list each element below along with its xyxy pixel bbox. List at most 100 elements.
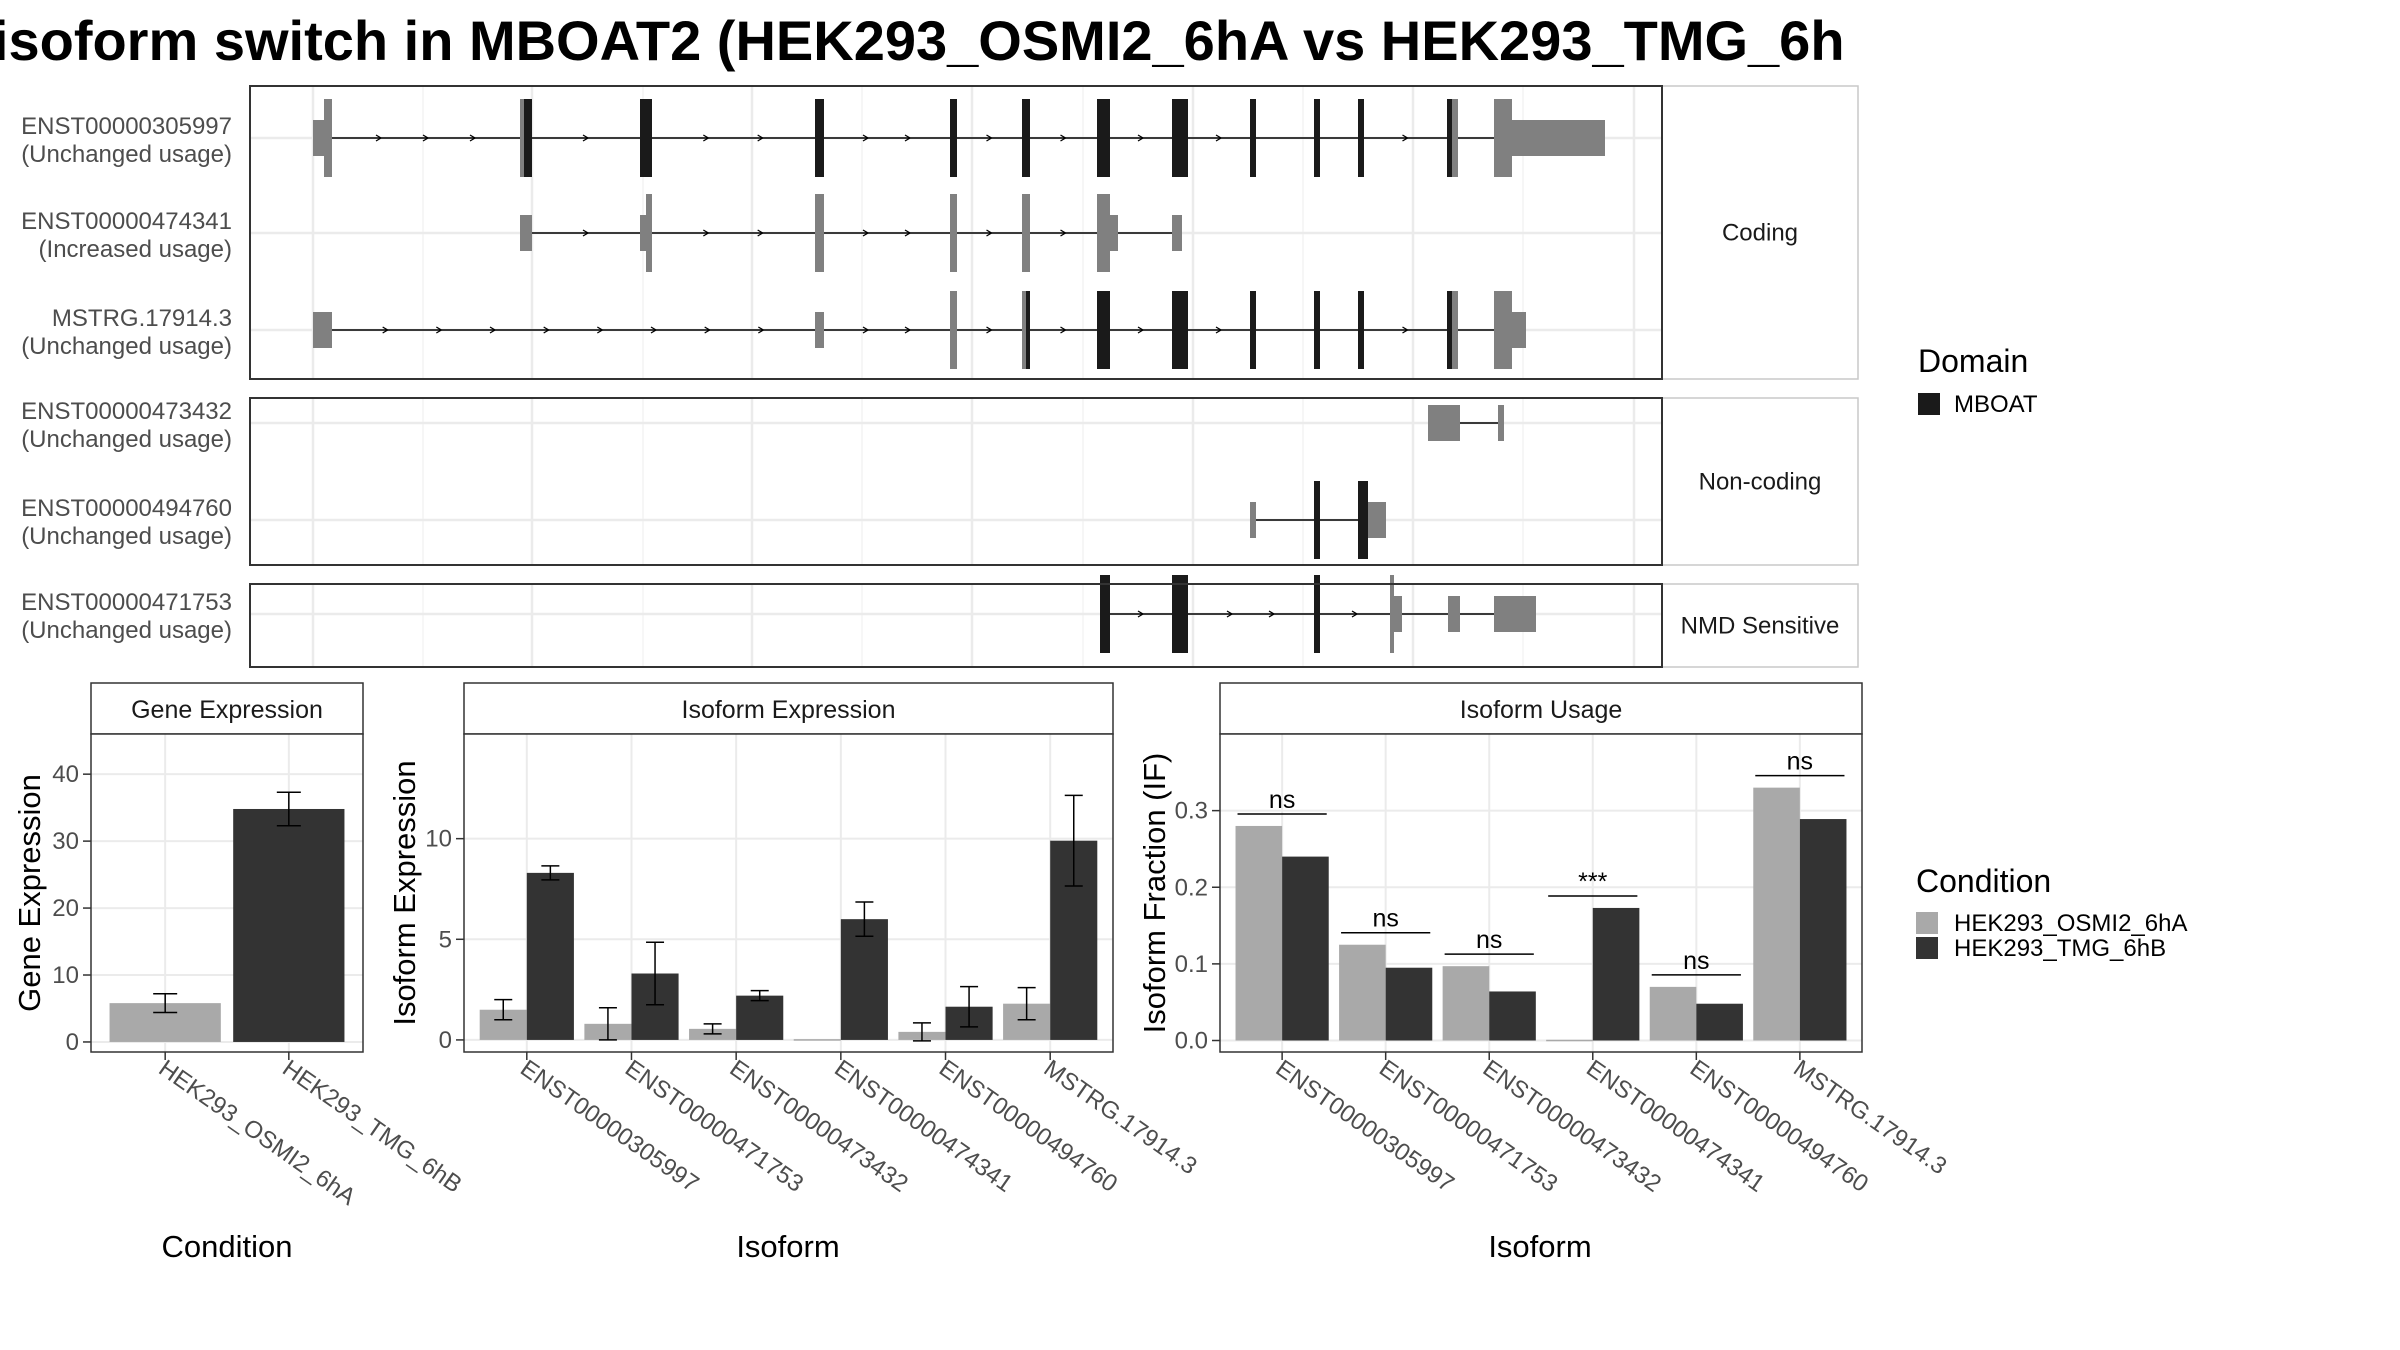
x-tick-label: ENST00000474341 [1581, 1055, 1769, 1198]
x-tick-label: ENST00000305997 [515, 1055, 703, 1198]
y-tick-label: 0 [439, 1027, 452, 1054]
domain-legend-label: MBOAT [1954, 391, 2038, 418]
error-bar [912, 1022, 931, 1042]
facet-strip [1661, 583, 1859, 668]
direction-arrow [757, 326, 765, 334]
x-axis-label: Isoform [1488, 1229, 1591, 1264]
facet-strip-label: Coding [1722, 220, 1798, 247]
bar [1546, 1039, 1593, 1042]
error-bar [855, 901, 874, 938]
direction-arrow [435, 326, 443, 334]
significance-label: ns [1476, 926, 1502, 954]
direction-arrow [1215, 326, 1223, 334]
domain-exon [950, 99, 957, 177]
plot-border [463, 733, 1114, 1053]
significance-label: ns [1683, 947, 1709, 975]
significance-marker: ns [1755, 748, 1845, 777]
direction-arrow [704, 326, 711, 334]
direction-arrow [1226, 610, 1234, 618]
transcript-row: ENST00000305997(Unchanged usage) [21, 99, 1605, 177]
domain-exon [1447, 99, 1452, 177]
bar [1649, 986, 1697, 1041]
x-axis-label: Condition [162, 1229, 293, 1264]
domain-exon [640, 99, 652, 177]
exon [815, 312, 824, 348]
x-tick-label: ENST00000473432 [725, 1055, 913, 1198]
transcript-row: ENST00000473432(Unchanged usage) [21, 398, 1504, 453]
exon [1428, 405, 1460, 441]
exon [646, 194, 652, 272]
significance-marker: ns [1341, 905, 1431, 934]
bar [526, 872, 574, 1040]
x-tick-label: ENST00000473432 [1478, 1055, 1666, 1198]
exon [1394, 596, 1402, 632]
direction-arrow [702, 229, 710, 237]
significance-label: *** [1578, 868, 1607, 896]
condition-legend-swatch [1916, 937, 1938, 959]
condition-legend-label: HEK293_TMG_6hB [1954, 935, 2166, 962]
chart-strip [90, 682, 364, 735]
exon [1494, 596, 1536, 632]
transcript-id: ENST00000494760 [21, 495, 232, 522]
exon [1368, 502, 1386, 538]
exon [1250, 502, 1256, 538]
direction-arrow [904, 134, 912, 142]
transcript-usage: (Increased usage) [39, 236, 232, 263]
transcript-id: MSTRG.17914.3 [52, 305, 232, 332]
direction-arrow [1351, 610, 1359, 618]
domain-exon [1314, 99, 1320, 177]
bar [1489, 991, 1536, 1041]
direction-arrow [1215, 134, 1223, 142]
direction-arrow [1137, 134, 1145, 142]
chart-strip [1219, 682, 1863, 735]
direction-arrow [1060, 326, 1067, 334]
transcript-usage: (Unchanged usage) [21, 617, 232, 644]
domain-exon [1172, 99, 1188, 177]
facet-strip [1661, 397, 1859, 566]
domain-exon [1250, 291, 1256, 369]
facet-strip [1661, 85, 1859, 380]
chart-title: Isoform Expression [682, 696, 896, 724]
x-tick-label: ENST00000471753 [1374, 1055, 1562, 1198]
exon [1512, 120, 1605, 156]
exon [1452, 291, 1458, 369]
domain-exon [1447, 291, 1452, 369]
error-bar [1064, 794, 1083, 887]
direction-arrow [489, 326, 497, 334]
domain-legend-swatch [1918, 393, 1940, 415]
y-axis-label: Isoform Fraction (IF) [1137, 753, 1172, 1034]
condition-legend-swatch [1916, 912, 1938, 934]
domain-exon [1250, 99, 1256, 177]
y-tick-label: 0.1 [1175, 951, 1208, 978]
transcript-id: ENST00000305997 [21, 113, 232, 140]
exon [1022, 194, 1030, 272]
exon [1110, 215, 1118, 251]
direction-arrow [422, 134, 430, 142]
domain-exon [1172, 291, 1188, 369]
plot-border [90, 733, 364, 1053]
bar [1339, 944, 1386, 1041]
significance-marker: ns [1444, 926, 1534, 955]
direction-arrow [702, 134, 710, 142]
direction-arrow [757, 229, 764, 237]
transcript-row: ENST00000494760(Unchanged usage) [21, 481, 1386, 559]
error-bar [541, 865, 560, 881]
y-tick-label: 20 [52, 895, 79, 922]
y-tick-label: 0.2 [1175, 874, 1208, 901]
y-tick-label: 0 [66, 1029, 79, 1056]
plot-border [1219, 733, 1863, 1053]
condition-legend-title: Condition [1916, 863, 2051, 899]
transcript-id: ENST00000471753 [21, 589, 232, 616]
x-tick-label: ENST00000305997 [1271, 1055, 1459, 1198]
error-bar [750, 989, 769, 1002]
domain-exon [1022, 99, 1030, 177]
significance-label: ns [1269, 786, 1295, 814]
error-bar [703, 1023, 722, 1035]
direction-arrow [1137, 326, 1145, 334]
bar [793, 1039, 841, 1041]
significance-label: ns [1372, 905, 1398, 933]
domain-exon [815, 99, 824, 177]
exon [520, 99, 524, 177]
